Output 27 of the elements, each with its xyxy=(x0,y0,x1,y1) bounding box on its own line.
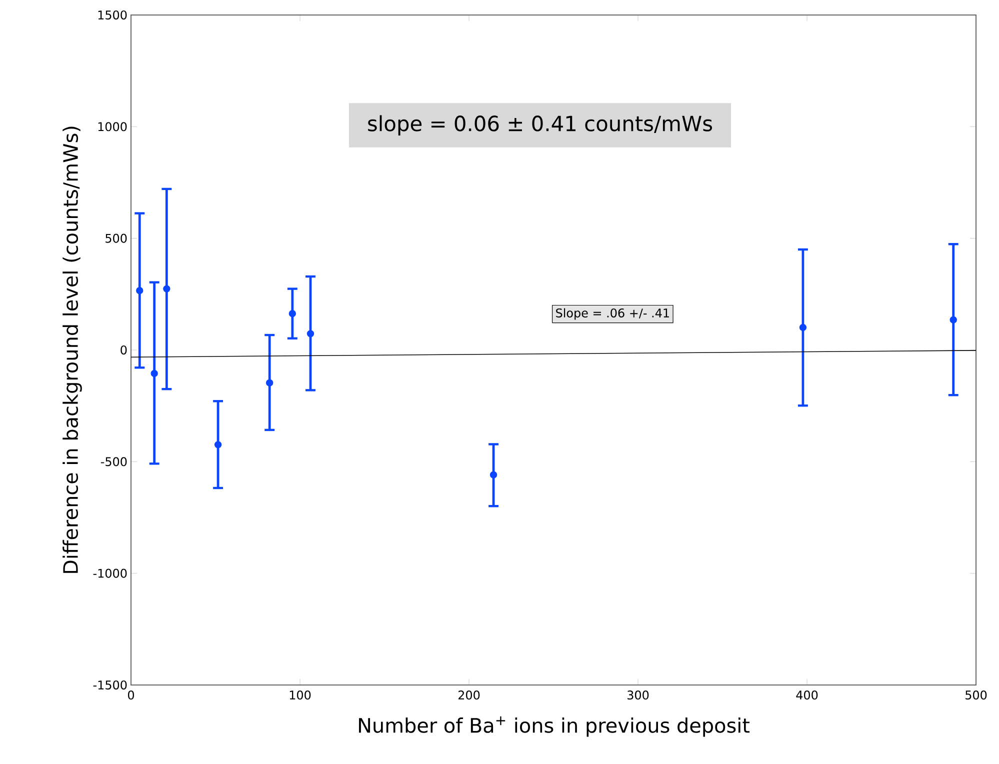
point xyxy=(288,310,296,318)
point xyxy=(150,370,158,378)
y-tick-label: 500 xyxy=(106,234,127,243)
x-tick-label: 0 xyxy=(128,690,134,700)
point xyxy=(799,324,807,332)
point xyxy=(266,379,274,386)
y-tick-label: -1000 xyxy=(93,568,127,578)
point xyxy=(163,285,170,292)
point xyxy=(136,286,144,294)
y-tick-label: -1500 xyxy=(93,680,127,690)
y-tick-label: 0 xyxy=(120,345,127,355)
y-tick-label: 1000 xyxy=(98,122,127,132)
point xyxy=(306,330,314,338)
annotation: slope = 0.06 ± 0.41 counts/mWs xyxy=(368,115,712,136)
point xyxy=(490,471,498,478)
point xyxy=(950,316,957,324)
x-axis-title: Number of Ba$^{+}$ ions in previous deposit xyxy=(359,716,750,737)
x-tick-label: 300 xyxy=(628,690,649,700)
y-tick-label: 1500 xyxy=(98,10,127,20)
point xyxy=(214,441,222,448)
y-axis-title: Difference in background level (counts/mWs) xyxy=(62,126,82,573)
annotation: Slope = .06 +/- .41 xyxy=(556,308,669,320)
x-tick-label: 400 xyxy=(796,690,818,700)
x-tick-label: 100 xyxy=(290,690,311,700)
x-tick-label: 200 xyxy=(458,690,480,700)
x-tick-label: 500 xyxy=(966,690,987,700)
y-tick-label: -500 xyxy=(100,457,127,466)
